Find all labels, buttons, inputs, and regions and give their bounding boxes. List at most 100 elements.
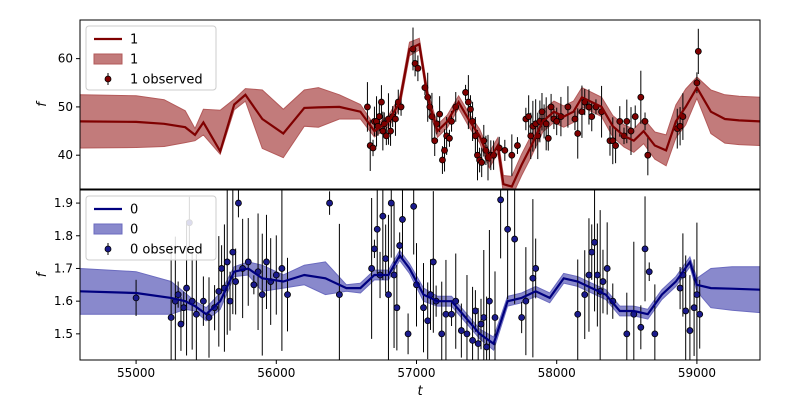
observed-point (382, 255, 390, 263)
observed-point (645, 268, 653, 276)
observed-point (385, 291, 392, 299)
observed-points (132, 196, 704, 351)
observed-point (278, 265, 286, 272)
observed-point (442, 310, 450, 318)
observed-point (588, 248, 596, 256)
observed-point (464, 98, 472, 106)
observed-point (263, 258, 270, 266)
observed-point (258, 291, 266, 299)
observed-point (392, 115, 399, 123)
observed-point (676, 122, 684, 130)
observed-point (369, 144, 377, 152)
x-tick-label: 57000 (397, 366, 435, 380)
legend-point-swatch (104, 75, 112, 83)
observed-point (174, 291, 182, 299)
observed-point (483, 343, 490, 351)
y-tick-label: 1.6 (54, 294, 73, 308)
observed-point (396, 242, 404, 249)
legend-label: 1 (130, 33, 138, 48)
observed-point (205, 314, 213, 321)
observed-point (585, 103, 593, 111)
observed-point (544, 134, 552, 142)
observed-point (696, 310, 704, 318)
observed-point (229, 248, 237, 256)
observed-point (585, 271, 593, 279)
observed-point (379, 212, 387, 220)
legend: 1 1 1 observed (85, 25, 217, 91)
observed-point (504, 225, 512, 233)
observed-point (627, 127, 635, 135)
observed-point (532, 265, 540, 272)
top-panel: 40 50 60 f 1 1 1 observed (35, 19, 761, 190)
y-tick-label: 1.5 (54, 327, 73, 341)
legend-label: 0 (130, 223, 138, 238)
observed-point (593, 271, 601, 279)
observed-point (471, 307, 479, 315)
axes-frame (79, 189, 761, 361)
observed-point (132, 294, 140, 302)
observed-point (538, 108, 546, 116)
observed-point (529, 274, 537, 282)
y-axis-label: f (35, 100, 50, 107)
legend-label: 1 observed (130, 73, 203, 88)
observed-point (284, 291, 291, 299)
observed-point (379, 127, 387, 135)
observed-point (623, 118, 631, 125)
legend-label: 0 observed (130, 243, 203, 258)
observed-point (478, 159, 486, 166)
observed-point (501, 146, 509, 154)
observed-point (436, 110, 444, 118)
observed-point (223, 258, 231, 266)
observed-point (522, 297, 530, 305)
observed-point (414, 64, 422, 72)
observed-point (477, 320, 485, 328)
observed-point (232, 278, 240, 285)
observed-point (457, 327, 465, 334)
legend-point-swatch (104, 245, 112, 253)
observed-point (420, 304, 427, 312)
observed-point (571, 115, 579, 123)
observed-point (446, 134, 453, 142)
x-tick-label: 59000 (678, 366, 716, 380)
observed-point (467, 105, 474, 113)
x-tick-label: 55000 (117, 366, 155, 380)
observed-point (215, 287, 223, 295)
bottom-panel: 1.5 1.6 1.7 1.8 1.9 55000 56000 57000 58000 59000… (35, 189, 761, 399)
observed-point (250, 281, 258, 289)
observed-point (378, 98, 385, 106)
axes-frame (79, 19, 761, 190)
observed-point (616, 118, 624, 125)
observed-point (693, 79, 701, 87)
observed-point (424, 317, 432, 325)
observed-point (462, 89, 469, 96)
observed-point (373, 225, 381, 233)
observed-point (644, 151, 652, 159)
legend-box (85, 25, 217, 91)
observed-point (183, 284, 190, 292)
observed-point (226, 297, 234, 305)
observed-point (429, 258, 437, 266)
y-tick-label: 1.8 (54, 229, 73, 243)
legend-label: 0 (130, 203, 138, 218)
observed-point (682, 307, 690, 315)
observed-point (497, 196, 505, 204)
observed-point (180, 304, 188, 312)
observed-point (474, 340, 482, 348)
observed-point (364, 103, 371, 111)
observed-point (574, 310, 582, 318)
plot-area (80, 190, 760, 360)
x-tick-label: 58000 (538, 366, 576, 380)
observed-point (686, 327, 694, 334)
observed-point (244, 258, 252, 266)
model-mean-line (80, 42, 760, 188)
observed-point (431, 137, 439, 145)
y-tick-label: 60 (58, 52, 73, 66)
observed-point (371, 245, 378, 253)
observed-point (199, 297, 207, 305)
legend: 0 0 0 observed (85, 195, 217, 261)
plot-area (80, 27, 760, 189)
observed-point (272, 271, 280, 279)
legend-band-swatch (93, 223, 123, 235)
observed-point (690, 304, 698, 312)
